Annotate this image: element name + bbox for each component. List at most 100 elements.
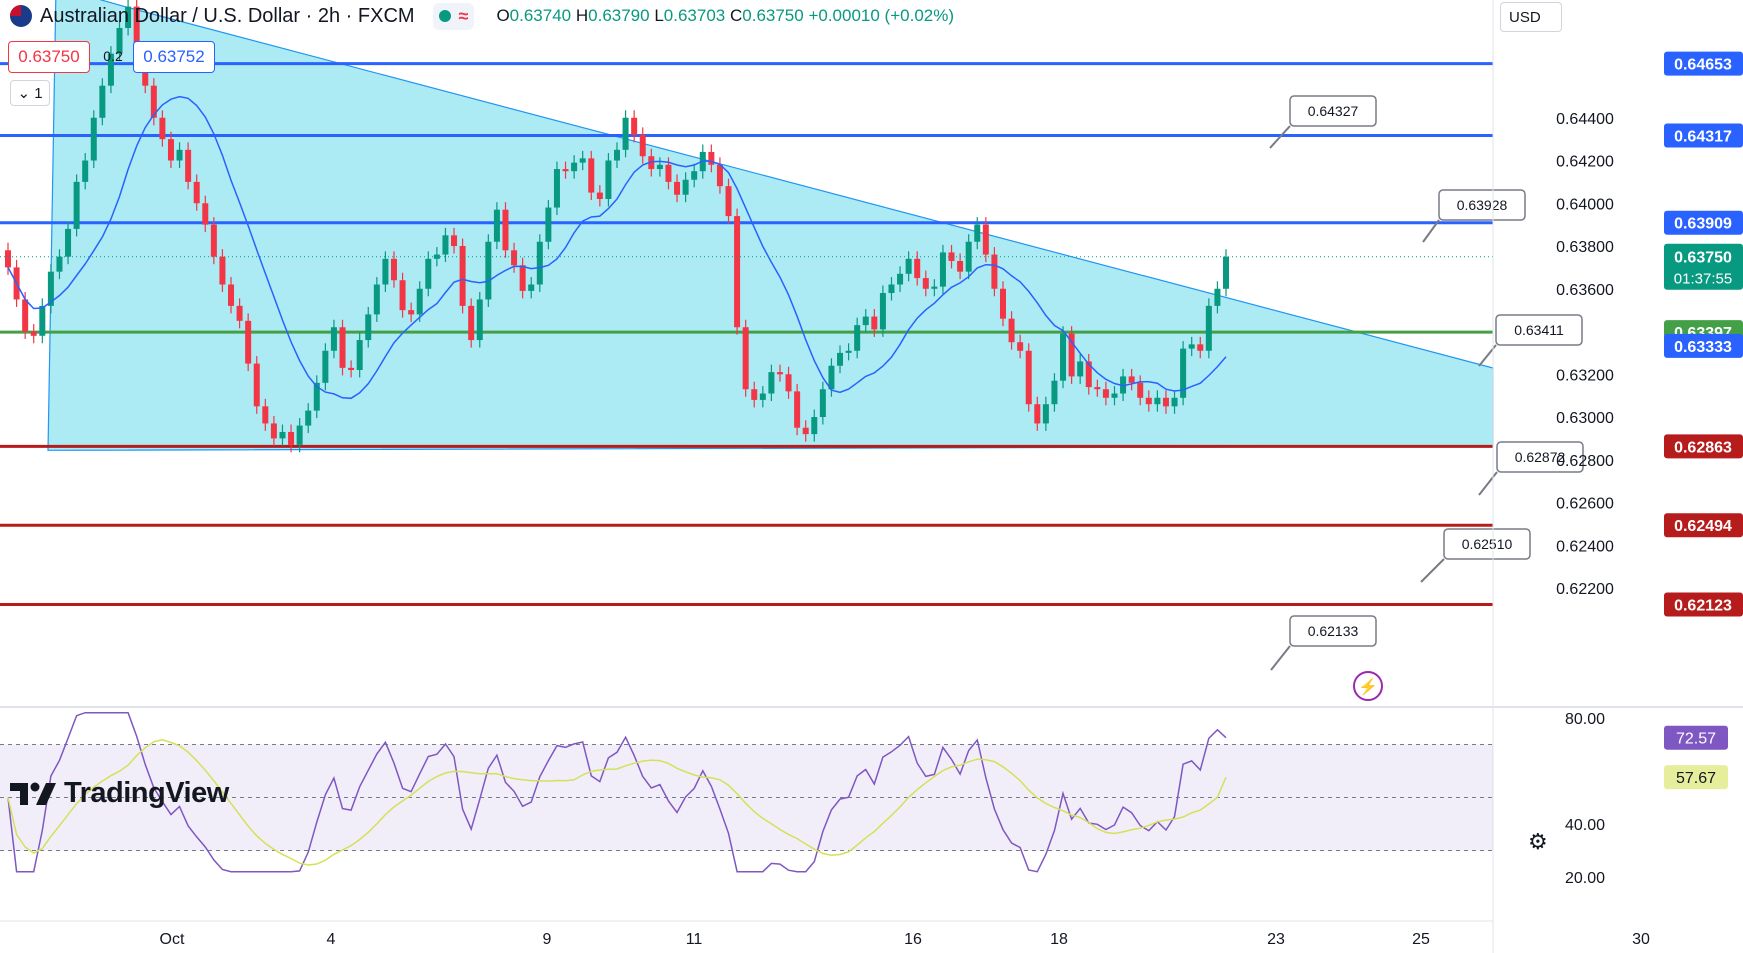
lightning-alert-icon[interactable] (1353, 671, 1383, 701)
candle (639, 134, 646, 157)
candle (1008, 318, 1015, 343)
price-tick: 0.63000 (1556, 410, 1614, 427)
candle (296, 425, 303, 445)
symbol-title[interactable]: Australian Dollar / U.S. Dollar · 2h · F… (40, 4, 415, 27)
aud-usd-flag-icon (10, 5, 32, 27)
candle (279, 431, 286, 439)
candle (931, 286, 938, 289)
price-tick: 0.62400 (1556, 538, 1614, 555)
candle (416, 288, 423, 315)
candle (219, 256, 226, 285)
rsi-tick: 20.00 (1565, 870, 1605, 887)
candle (708, 151, 715, 165)
candle (228, 284, 235, 306)
candle (382, 258, 389, 285)
candle (948, 252, 955, 261)
candle (65, 228, 72, 257)
candle (1145, 397, 1152, 405)
candle (1171, 397, 1178, 407)
candle (519, 265, 526, 291)
tradingview-logo[interactable]: TradingView (10, 777, 229, 810)
countdown-text: 01:37:55 (1674, 271, 1732, 288)
sell-button[interactable]: 0.63750 (8, 41, 90, 73)
candle (1068, 333, 1075, 377)
candle (862, 316, 869, 326)
candle (459, 246, 466, 306)
price-callout-0.62510[interactable]: 0.62510 (1420, 528, 1531, 583)
candle (408, 310, 415, 315)
candle (1137, 382, 1144, 398)
callout-pointer (1420, 558, 1445, 583)
candle (879, 293, 886, 330)
candle (82, 160, 89, 182)
candle (348, 367, 355, 370)
candle (888, 284, 895, 294)
candle (493, 209, 500, 242)
candle (614, 149, 620, 161)
rsi-ma-line (7, 739, 1227, 866)
candle (845, 350, 852, 353)
market-status[interactable]: ≈ (432, 2, 475, 30)
price-callout-0.63411[interactable]: 0.63411 (1478, 314, 1583, 367)
time-tick: 18 (1050, 931, 1068, 948)
level-label-text: 0.62863 (1674, 439, 1732, 456)
level-label-text: 0.63909 (1674, 216, 1732, 233)
candle (210, 224, 217, 257)
time-tick: 23 (1267, 931, 1285, 948)
candle (716, 164, 723, 187)
candles-group (5, 0, 1229, 453)
candle (356, 340, 363, 370)
callout-box (1443, 528, 1531, 560)
candle (322, 350, 329, 383)
candle (991, 254, 998, 289)
candle (802, 427, 809, 435)
price-tick: 0.63800 (1556, 239, 1614, 256)
level-label-text: 0.62123 (1674, 598, 1732, 615)
buy-button[interactable]: 0.63752 (133, 41, 215, 73)
chevron-down-icon: ⌄ (17, 85, 35, 102)
candle (313, 382, 320, 411)
rsi-tick: 80.00 (1565, 711, 1605, 728)
candle (150, 85, 157, 118)
candle (30, 331, 37, 336)
candle (1128, 376, 1135, 383)
currency-selector[interactable]: USD (1500, 2, 1562, 32)
callout-box (1438, 189, 1526, 221)
candle (854, 325, 861, 351)
callout-pointer (1270, 645, 1291, 671)
candle (253, 363, 260, 407)
candle (468, 305, 475, 341)
callout-pointer (1269, 125, 1291, 149)
candle (1017, 342, 1024, 351)
candle (811, 417, 818, 435)
candle (751, 389, 758, 400)
collapse-indicators-button[interactable]: ⌄ 1 (10, 80, 50, 106)
price-callout-0.62133[interactable]: 0.62133 (1270, 615, 1377, 671)
candle (579, 158, 586, 163)
callout-box (1289, 95, 1377, 127)
candle (107, 53, 114, 86)
price-callout-0.63928[interactable]: 0.63928 (1422, 189, 1526, 243)
candle (1205, 305, 1212, 351)
candle (905, 258, 912, 274)
last-price-text: 0.63750 (1674, 250, 1732, 267)
callout-text: 0.62510 (1462, 536, 1513, 552)
level-label-0.62123 (1664, 592, 1743, 617)
price-callout-0.64327[interactable]: 0.64327 (1269, 95, 1377, 149)
candle (914, 258, 921, 279)
candle (1223, 256, 1229, 289)
rsi-value-text: 72.57 (1676, 731, 1716, 748)
price-tick: 0.62600 (1556, 496, 1614, 513)
callout-box (1495, 314, 1583, 346)
candle (116, 27, 123, 54)
rsi-line (7, 711, 1227, 873)
candle (202, 203, 209, 225)
candle (734, 216, 741, 328)
candle (691, 171, 698, 180)
settings-gear-icon[interactable]: ⚙ (1528, 829, 1548, 854)
candle (974, 224, 981, 242)
price-callout-0.62872[interactable]: 0.62872 (1478, 441, 1584, 496)
candle (1214, 288, 1221, 306)
rsi-ma-label (1664, 765, 1728, 790)
